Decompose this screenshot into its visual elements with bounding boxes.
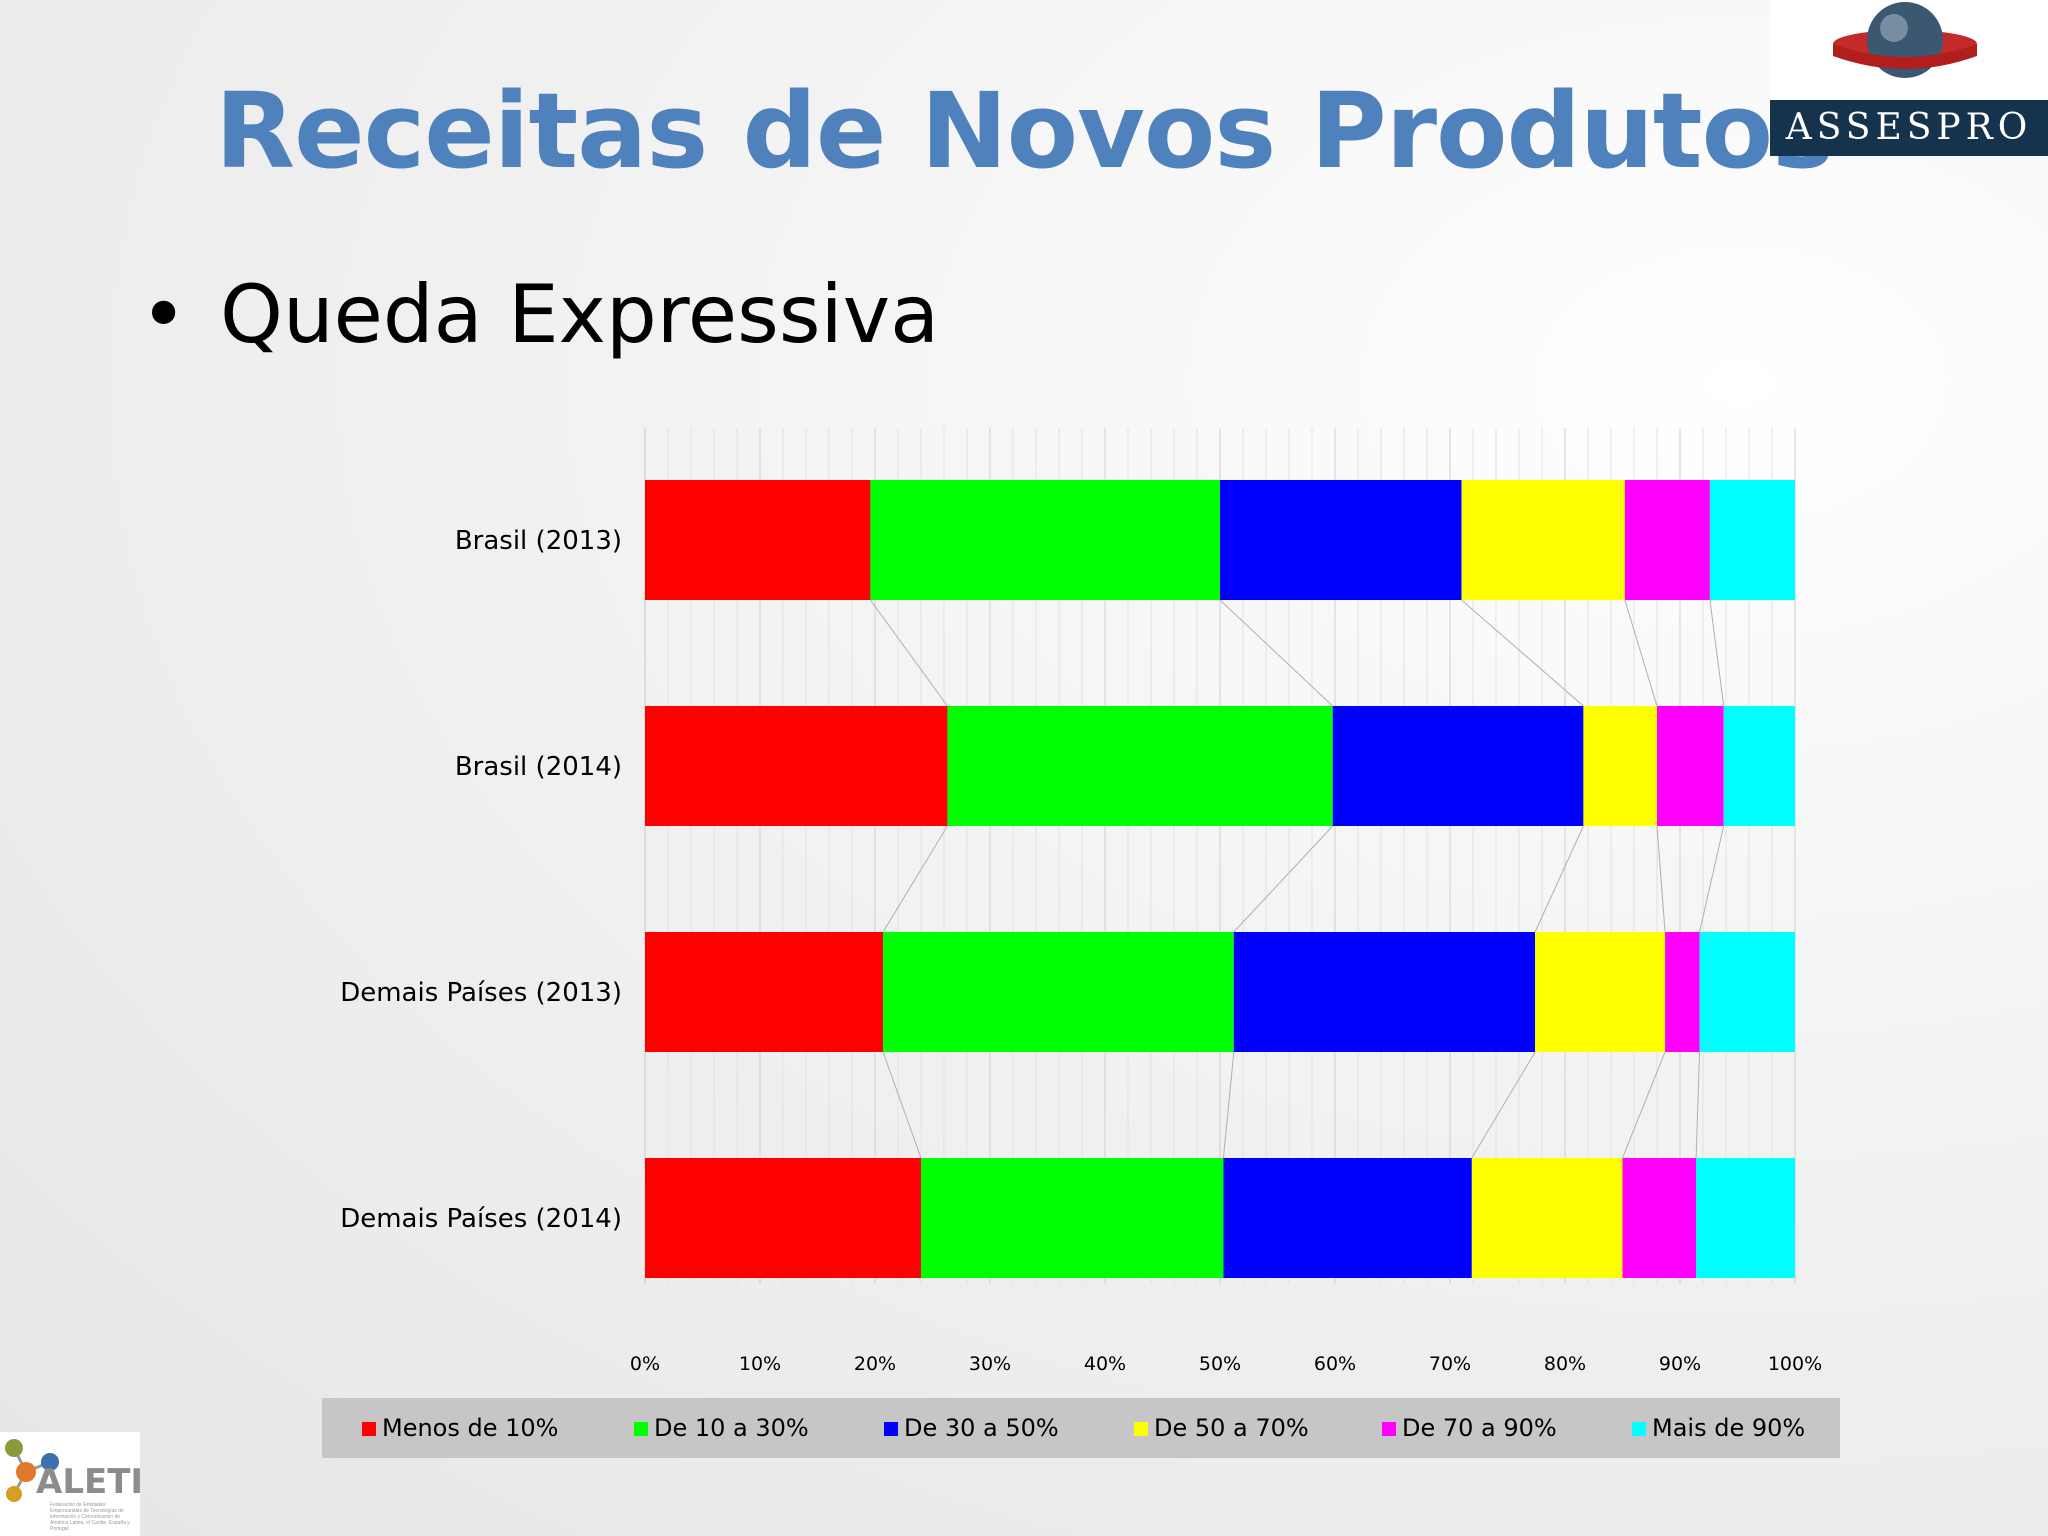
category-label: Brasil (2013) (455, 526, 622, 556)
series-connector-line (1461, 599, 1584, 707)
bar-segment (870, 480, 1220, 600)
bar-segment (1624, 480, 1710, 600)
bar-segment (1622, 1158, 1697, 1278)
chart-bars (645, 480, 1795, 1278)
bar-segment (1583, 706, 1657, 826)
bar-segment (1696, 1158, 1795, 1278)
legend-item: Mais de 90% (1632, 1398, 1805, 1458)
bar-segment (645, 706, 948, 826)
category-labels: Brasil (2013) Brasil (2014) Demais Países … (340, 526, 622, 1234)
series-connector-line (1222, 1051, 1235, 1159)
bar-segment (1709, 480, 1795, 600)
series-connector-line (882, 1051, 922, 1159)
aleti-wordmark: ALETI (36, 1462, 144, 1502)
series-connector-line (869, 599, 948, 707)
bullet-text: Queda Expressiva (220, 268, 940, 361)
legend-swatch (1134, 1422, 1148, 1436)
legend-swatch (884, 1422, 898, 1436)
x-tick-label: 40% (1084, 1353, 1126, 1375)
x-tick-label: 20% (854, 1353, 896, 1375)
x-tick-label: 70% (1429, 1353, 1471, 1375)
molecule-icon (5, 1439, 59, 1502)
x-tick-label: 30% (969, 1353, 1011, 1375)
series-connector-line (1233, 825, 1334, 933)
legend-swatch (362, 1422, 376, 1436)
x-tick-label: 50% (1199, 1353, 1241, 1375)
legend-label: De 50 a 70% (1154, 1414, 1309, 1442)
legend-item: De 50 a 70% (1134, 1398, 1309, 1458)
series-connector-line (1695, 1051, 1701, 1159)
series-connector-line (1656, 825, 1666, 933)
series-connector-line (1534, 825, 1584, 933)
bar-segment (1535, 932, 1666, 1052)
series-connector-line (1219, 599, 1334, 707)
bullet-icon: • (140, 268, 188, 361)
legend-label: De 70 a 90% (1402, 1414, 1557, 1442)
bar-segment (1471, 1158, 1623, 1278)
x-axis-ticks: 0% 10% 20% 30% 40% 50% 60% 70% 80% 90% 100% (630, 1353, 1822, 1375)
series-connector-line (1471, 1051, 1536, 1159)
bar-segment (947, 706, 1333, 826)
series-connector-line (1699, 825, 1725, 933)
legend-item: De 10 a 30% (634, 1398, 809, 1458)
series-connector-line (1622, 1051, 1666, 1159)
legend-swatch (634, 1422, 648, 1436)
x-tick-label: 0% (630, 1353, 660, 1375)
bar-segment (1332, 706, 1584, 826)
bar-segment (645, 932, 884, 1052)
assespro-logo: ASSESPRO (1770, 0, 2048, 156)
bar-segment (1665, 932, 1700, 1052)
legend-item: De 70 a 90% (1382, 1398, 1557, 1458)
x-tick-label: 60% (1314, 1353, 1356, 1375)
x-tick-label: 100% (1768, 1353, 1822, 1375)
x-tick-label: 10% (739, 1353, 781, 1375)
legend-label: Menos de 10% (382, 1414, 559, 1442)
bar-segment (1233, 932, 1536, 1052)
category-label: Demais Países (2014) (340, 1204, 622, 1234)
globe-icon (1833, 2, 1977, 78)
bar-segment (921, 1158, 1224, 1278)
bar-segment (1723, 706, 1795, 826)
legend-label: De 30 a 50% (904, 1414, 1059, 1442)
legend-item: Menos de 10% (362, 1398, 558, 1458)
bar-segment (1220, 480, 1462, 600)
legend-swatch (1382, 1422, 1396, 1436)
category-label: Demais Países (2013) (340, 978, 622, 1008)
x-tick-label: 90% (1659, 1353, 1701, 1375)
bar-segment (1699, 932, 1795, 1052)
legend-item: De 30 a 50% (884, 1398, 1059, 1458)
stacked-bar-chart: Brasil (2013) Brasil (2014) Demais Países … (340, 428, 1822, 1375)
legend-label: Mais de 90% (1652, 1414, 1806, 1442)
category-label: Brasil (2014) (455, 752, 622, 782)
bar-segment (1657, 706, 1724, 826)
legend-swatch (1632, 1422, 1646, 1436)
series-connector-line (882, 825, 948, 933)
slide-title: Receitas de Novos Produtos (215, 70, 1834, 192)
bar-segment (645, 480, 871, 600)
chart-legend: Menos de 10% De 10 a 30% De 30 a 50% De 50 … (322, 1398, 1840, 1458)
legend-label: De 10 a 30% (654, 1414, 809, 1442)
bar-segment (1223, 1158, 1472, 1278)
aleti-logo: ALETI Federación de Entidades Empresaria… (0, 1432, 144, 1536)
series-connector-line (1624, 599, 1658, 707)
x-tick-label: 80% (1544, 1353, 1586, 1375)
aleti-subtitle: Federación de Entidades Empresariales de… (50, 1502, 130, 1532)
series-lines (869, 599, 1725, 1159)
assespro-wordmark: ASSESPRO (1770, 100, 2048, 156)
bar-segment (645, 1158, 921, 1278)
series-connector-line (1709, 599, 1725, 707)
bullet-point: • Queda Expressiva (140, 268, 939, 361)
bar-segment (883, 932, 1234, 1052)
bar-segment (1461, 480, 1625, 600)
